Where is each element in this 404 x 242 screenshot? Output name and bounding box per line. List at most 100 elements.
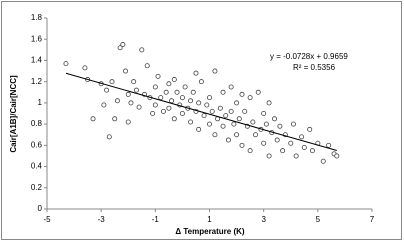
y-tick-label: 1.2 bbox=[31, 77, 43, 86]
y-tick-label: 0.2 bbox=[31, 183, 43, 192]
point bbox=[206, 95, 212, 101]
r-squared: R² = 0.5356 bbox=[293, 63, 336, 72]
point bbox=[179, 111, 185, 117]
point bbox=[166, 81, 172, 87]
y-tick-label: 1.4 bbox=[31, 56, 43, 65]
x-axis-title: Δ Temperature (K) bbox=[175, 227, 245, 236]
point bbox=[209, 108, 215, 114]
point bbox=[231, 121, 237, 127]
point bbox=[228, 108, 234, 114]
point bbox=[236, 116, 242, 122]
x-tick-label: -5 bbox=[43, 215, 51, 224]
point bbox=[253, 132, 259, 138]
point bbox=[223, 113, 229, 119]
y-tick-label: 1.8 bbox=[31, 13, 43, 22]
point bbox=[179, 95, 185, 101]
point bbox=[220, 89, 226, 95]
point bbox=[299, 134, 305, 140]
point bbox=[163, 89, 169, 95]
point bbox=[158, 95, 164, 101]
trendline bbox=[65, 72, 337, 152]
point bbox=[125, 119, 131, 125]
point bbox=[120, 42, 126, 48]
point bbox=[63, 61, 69, 67]
y-axis-title: Cair[A1B]/Cair[NCC] bbox=[9, 75, 18, 153]
point bbox=[242, 108, 248, 114]
point bbox=[104, 87, 110, 93]
point bbox=[261, 111, 267, 117]
point bbox=[261, 140, 267, 146]
point bbox=[220, 123, 226, 129]
point bbox=[247, 95, 253, 101]
point bbox=[188, 98, 194, 104]
point bbox=[307, 126, 313, 132]
point bbox=[212, 68, 218, 74]
point bbox=[144, 63, 150, 69]
point bbox=[90, 116, 96, 122]
point bbox=[274, 137, 280, 143]
point bbox=[114, 98, 120, 104]
point bbox=[239, 91, 245, 97]
point bbox=[204, 102, 210, 108]
point bbox=[196, 100, 202, 106]
point bbox=[190, 89, 196, 95]
equation: y = -0.0728x + 0.9659 bbox=[270, 52, 348, 61]
point bbox=[250, 119, 256, 125]
point bbox=[136, 104, 142, 110]
point bbox=[212, 132, 218, 138]
y-tick-label: 1 bbox=[38, 98, 43, 107]
x-tick-label: 3 bbox=[261, 215, 266, 224]
point bbox=[188, 119, 194, 125]
point bbox=[166, 105, 172, 111]
point bbox=[169, 98, 175, 104]
point bbox=[106, 134, 112, 140]
point bbox=[266, 100, 272, 106]
point bbox=[117, 45, 123, 51]
point bbox=[206, 121, 212, 127]
point bbox=[266, 153, 272, 159]
point bbox=[234, 100, 240, 106]
x-tick-label: 1 bbox=[207, 215, 212, 224]
x-tick-label: -3 bbox=[98, 215, 106, 224]
point bbox=[123, 68, 129, 74]
point bbox=[255, 89, 261, 95]
point bbox=[277, 123, 283, 129]
point bbox=[280, 148, 286, 154]
point bbox=[263, 121, 269, 127]
point bbox=[239, 142, 245, 148]
point bbox=[131, 79, 137, 85]
point bbox=[152, 102, 158, 108]
point bbox=[125, 91, 131, 97]
point bbox=[288, 140, 294, 146]
point bbox=[234, 132, 240, 138]
point bbox=[101, 102, 107, 108]
point bbox=[196, 126, 202, 132]
point bbox=[271, 116, 277, 122]
point bbox=[139, 47, 145, 53]
point bbox=[201, 113, 207, 119]
y-tick-label: 1.6 bbox=[31, 34, 43, 43]
point bbox=[198, 79, 204, 85]
x-tick-label: -1 bbox=[152, 215, 160, 224]
point bbox=[326, 142, 332, 148]
point bbox=[293, 153, 299, 159]
point bbox=[112, 116, 118, 122]
point bbox=[320, 158, 326, 164]
x-tick-label: 5 bbox=[316, 215, 321, 224]
point bbox=[150, 111, 156, 117]
x-tick-label: 7 bbox=[370, 215, 375, 224]
y-tick-label: 0.8 bbox=[31, 119, 43, 128]
point bbox=[174, 89, 180, 95]
y-tick-label: 0.4 bbox=[31, 162, 43, 171]
y-tick-label: 0.6 bbox=[31, 140, 43, 149]
point bbox=[217, 105, 223, 111]
point bbox=[160, 108, 166, 114]
point bbox=[128, 100, 134, 106]
point bbox=[290, 121, 296, 127]
point bbox=[225, 137, 231, 143]
point bbox=[155, 73, 161, 79]
point bbox=[171, 77, 177, 83]
point bbox=[193, 70, 199, 76]
point bbox=[109, 79, 115, 85]
